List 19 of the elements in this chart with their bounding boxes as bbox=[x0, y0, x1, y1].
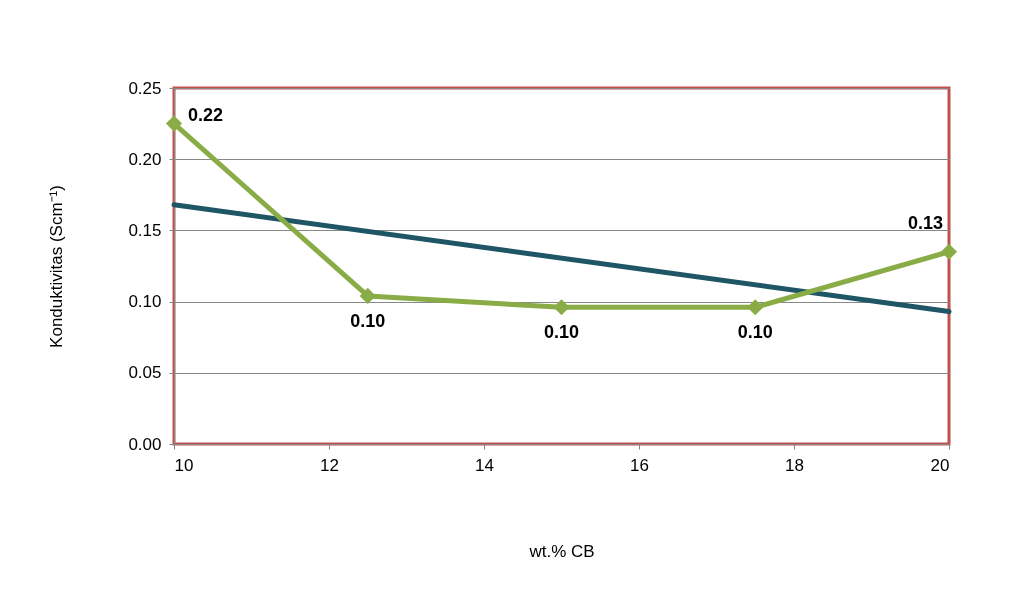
x-tick-label: 20 bbox=[930, 455, 950, 475]
y-tick-label: 0.20 bbox=[128, 149, 162, 169]
x-tick-label: 12 bbox=[320, 455, 339, 475]
y-axis-title: Konduktivitas (Scm⁻¹) bbox=[47, 185, 67, 348]
x-tick-label: 18 bbox=[785, 455, 804, 475]
y-tick-label: 0.10 bbox=[128, 292, 162, 312]
data-label: 0.10 bbox=[737, 322, 773, 343]
y-tick-label: 0.05 bbox=[128, 363, 162, 383]
data-label: 0.22 bbox=[188, 104, 224, 125]
data-label: 0.10 bbox=[543, 322, 580, 343]
x-tick-label: 14 bbox=[475, 455, 494, 475]
x-axis-title: wt.% CB bbox=[528, 541, 595, 561]
y-tick-label: 0.25 bbox=[128, 78, 162, 98]
data-label: 0.10 bbox=[350, 310, 386, 331]
y-tick-label: 0.15 bbox=[128, 220, 162, 240]
x-tick-label: 10 bbox=[174, 455, 194, 475]
y-tick-label: 0.00 bbox=[128, 434, 162, 454]
data-label: 0.13 bbox=[907, 212, 943, 233]
x-tick-label: 16 bbox=[630, 455, 649, 475]
